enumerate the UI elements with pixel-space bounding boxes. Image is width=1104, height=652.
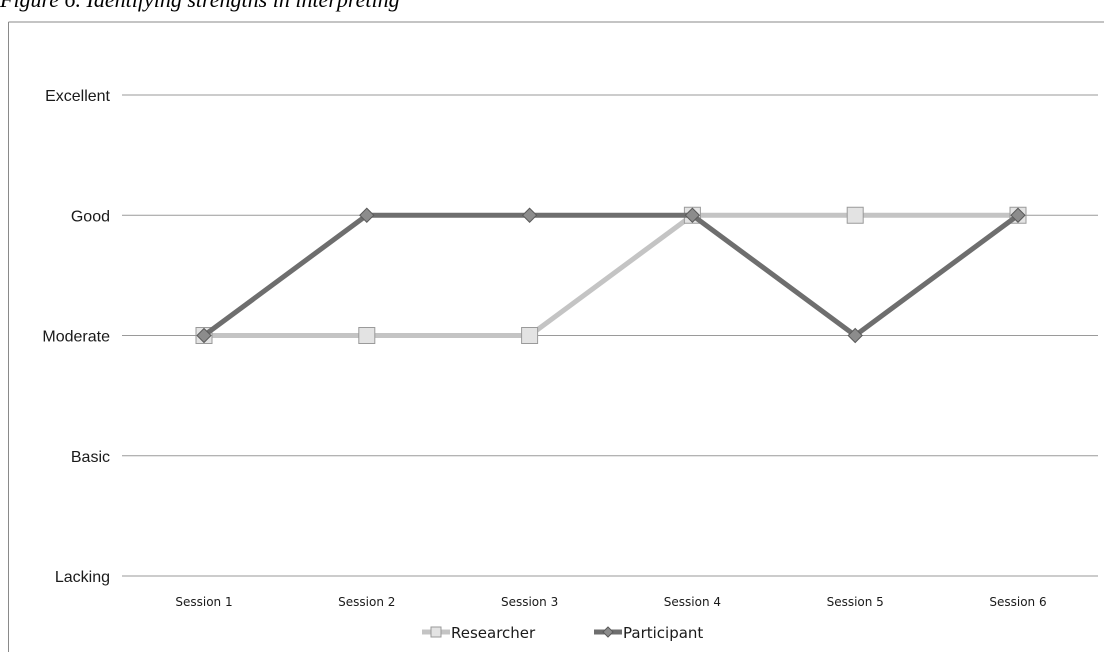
y-tick-label-good: Good <box>71 208 110 225</box>
x-axis-tick-labels: Session 1 Session 2 Session 3 Session 4 Sess… <box>175 595 1046 609</box>
y-tick-label-basic: Basic <box>71 449 110 466</box>
data-point-participant-4 <box>684 207 701 223</box>
series-line-participant <box>202 212 1020 339</box>
y-tick-label-lacking: Lacking <box>55 569 110 586</box>
x-tick-label-6: Session 6 <box>989 595 1046 609</box>
legend-swatch-marker-researcher <box>430 626 442 638</box>
legend-label-participant: Participant <box>623 624 703 642</box>
data-point-researcher-5 <box>846 206 864 224</box>
legend-item-participant: Participant <box>594 624 703 642</box>
x-tick-label-2: Session 2 <box>338 595 395 609</box>
data-point-researcher-2 <box>358 327 376 344</box>
series-line-researcher <box>204 212 1018 338</box>
data-point-participant-6 <box>1010 207 1026 223</box>
data-point-participant-2 <box>359 207 375 223</box>
x-tick-label-1: Session 1 <box>175 595 232 609</box>
x-tick-label-5: Session 5 <box>827 595 884 609</box>
chart-frame <box>8 21 1104 652</box>
legend-label-researcher: Researcher <box>451 624 536 642</box>
legend: Researcher Participant <box>422 624 703 642</box>
data-point-participant-3 <box>521 207 538 223</box>
y-axis-tick-labels: Lacking Basic Moderate Good Excellent <box>42 88 110 586</box>
x-tick-label-4: Session 4 <box>664 595 721 609</box>
x-tick-label-3: Session 3 <box>501 595 558 609</box>
series-participant <box>196 207 1026 344</box>
legend-item-researcher: Researcher <box>422 624 536 642</box>
data-point-researcher-3 <box>521 327 539 344</box>
data-point-participant-1 <box>196 327 212 344</box>
series-group <box>195 206 1027 344</box>
figure-caption: Figure 6. Identifying strengths in inter… <box>0 0 400 12</box>
data-point-participant-5 <box>847 327 863 344</box>
y-tick-label-excellent: Excellent <box>45 88 110 105</box>
legend-swatch-marker-participant <box>602 626 614 638</box>
series-researcher <box>195 206 1027 344</box>
y-tick-label-moderate: Moderate <box>42 329 110 346</box>
